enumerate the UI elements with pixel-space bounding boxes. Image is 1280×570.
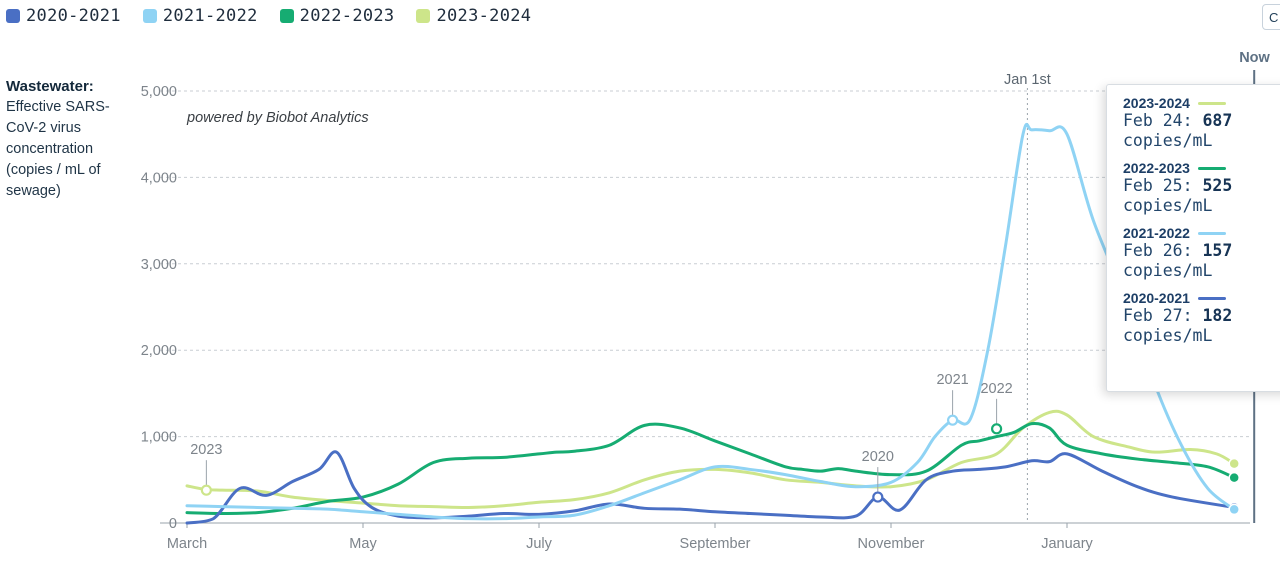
y-tick-label: 4,000 [141,170,177,186]
tooltip-date: Feb 27: [1123,306,1193,325]
legend-label: 2020-2021 [26,6,121,26]
y-tick-label: 2,000 [141,343,177,359]
legend-label: 2021-2022 [162,6,258,26]
legend-item-2021-2022[interactable]: 2021-2022 [142,6,258,26]
tooltip-unit: copies/mL [1123,261,1213,280]
jan1-label: Jan 1st [1004,72,1051,88]
tooltip-date: Feb 24: [1123,111,1193,130]
tooltip-swatch [1197,101,1226,105]
tooltip-row-2020-2021: 2020-2021 Feb 27: 182 copies/mL [1123,290,1280,346]
credit-text: powered by Biobot Analytics [186,110,369,126]
legend-swatch [416,9,431,23]
year-marker-point [872,491,884,503]
x-tick-label: November [858,536,925,552]
tooltip-unit: copies/mL [1123,326,1213,345]
legend-swatch [142,9,157,23]
y-axis-title: Wastewater: Effective SARS-CoV-2 virus c… [6,76,124,202]
y-tick-label: 1,000 [141,430,177,446]
year-labels: 2023 2020 2021 2022 [190,372,1013,503]
y-axis-title-detail: Effective SARS-CoV-2 virus concentration… [6,99,110,199]
legend-item-2022-2023[interactable]: 2022-2023 [279,6,395,26]
series-line-2020-2021 [185,450,1236,525]
y-ticks: 0 1,000 2,000 3,000 4,000 5,000 [141,84,177,532]
series-end-point-2021-2022 [1228,503,1240,516]
tooltip-row-2022-2023: 2022-2023 Feb 25: 525 copies/mL [1123,160,1280,216]
hover-tooltip: 2023-2024 Feb 24: 687 copies/mL 2022-202… [1106,84,1280,392]
tooltip-season: 2020-2021 [1123,290,1190,306]
year-marker-point [990,423,1003,435]
year-label: 2023 [190,442,222,458]
tooltip-season: 2022-2023 [1123,160,1190,176]
y-tick-label: 0 [169,516,177,532]
year-label: 2020 [862,449,894,465]
series-line-2023-2024 [185,409,1236,509]
tooltip-value: 157 [1202,241,1233,260]
x-tick-label: July [526,536,553,552]
x-tick-label: January [1041,536,1093,552]
tooltip-swatch [1197,231,1226,235]
series-end-point-2023-2024 [1228,457,1240,470]
legend: 2020-2021 2021-2022 2022-2023 2023-2024 [6,6,531,26]
tooltip-swatch [1197,166,1226,170]
year-label: 2022 [980,381,1012,397]
x-tick-label: September [680,536,751,552]
year-marker-point [200,484,212,496]
legend-item-2023-2024[interactable]: 2023-2024 [416,6,531,26]
tooltip-value: 687 [1202,111,1233,130]
y-tick-label: 3,000 [141,257,177,273]
series-line-2021-2022 [185,122,1236,521]
series-line-2022-2023 [185,421,1236,515]
now-label: Now [1239,50,1270,66]
legend-swatch [6,9,20,23]
legend-item-2020-2021[interactable]: 2020-2021 [6,6,121,26]
tooltip-date: Feb 26: [1123,241,1193,260]
tooltip-season: 2023-2024 [1123,95,1190,111]
tooltip-season: 2021-2022 [1123,225,1190,241]
y-tick-label: 5,000 [141,84,177,100]
y-axis-title-strong: Wastewater: [6,78,94,95]
tooltip-swatch [1197,296,1226,300]
tooltip-unit: copies/mL [1123,131,1213,150]
tooltip-value: 182 [1202,306,1233,325]
tooltip-row-2023-2024: 2023-2024 Feb 24: 687 copies/mL [1123,95,1280,151]
tooltip-row-2021-2022: 2021-2022 Feb 26: 157 copies/mL [1123,225,1280,281]
legend-label: 2022-2023 [299,6,395,26]
toolbar-button-partial[interactable]: C [1262,4,1280,30]
grid [160,90,1250,524]
year-marker-point [946,414,959,426]
legend-swatch [279,9,294,23]
x-tick-label: March [167,536,207,552]
tooltip-date: Feb 25: [1123,176,1193,195]
legend-label: 2023-2024 [436,6,532,26]
series-end-point-2022-2023 [1228,471,1240,484]
tooltip-unit: copies/mL [1123,196,1213,215]
tooltip-value: 525 [1202,176,1233,195]
x-ticks: March May July September November January [167,523,1094,552]
x-tick-label: May [349,536,377,552]
year-label: 2021 [936,372,968,388]
series-lines [185,122,1240,525]
